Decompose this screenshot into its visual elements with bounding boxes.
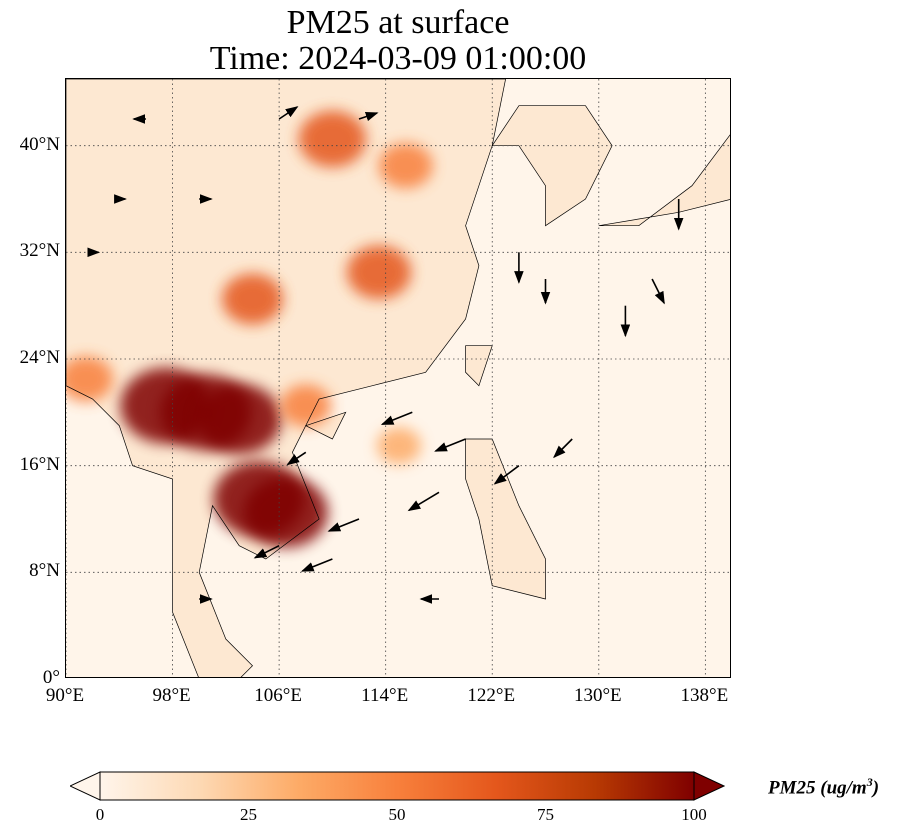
plot-title: PM25 at surface [286, 4, 510, 41]
colorbar-tick-label: 0 [95, 805, 105, 824]
land-area [465, 345, 493, 386]
pm25-hotspot [298, 110, 367, 168]
wind-arrow [253, 544, 280, 559]
wind-arrow [434, 438, 466, 452]
wind-arrow [407, 491, 440, 512]
latitude-tick-label: 24°N [19, 347, 60, 368]
longitude-tick-label: 130°E [573, 685, 622, 706]
land-area [465, 439, 546, 599]
land-area [492, 105, 613, 226]
latitude-tick-label: 0° [42, 667, 60, 688]
pm25-field [66, 79, 730, 677]
longitude-tick-label: 90°E [45, 685, 85, 706]
map-canvas [66, 79, 730, 677]
land-area [305, 412, 346, 439]
longitude-tick-label: 106°E [254, 685, 302, 706]
longitude-tick-label: 114°E [361, 685, 409, 706]
wind-arrow [327, 518, 360, 532]
longitude-tick-label: 138°E [680, 685, 729, 706]
colorbar-tick-label: 75 [537, 805, 554, 824]
map-panel [65, 78, 731, 678]
colorbar [70, 771, 725, 801]
wind-arrow [278, 106, 299, 120]
colorbar-tick-label: 50 [388, 805, 406, 824]
pm25-hotspot [243, 477, 328, 548]
longitude-tick-label: 122°E [467, 685, 516, 706]
wind-arrow [493, 465, 520, 485]
longitude-tick-label: 98°E [152, 685, 191, 706]
wind-arrow [651, 278, 665, 305]
land-area [598, 134, 730, 226]
colorbar-tick-label: 25 [240, 805, 257, 824]
plot-time: Time: 2024-03-09 01:00:00 [209, 40, 587, 77]
pm25-hotspot [66, 356, 114, 402]
coastline-layer [66, 79, 730, 677]
coastline [304, 411, 347, 440]
pm25-hotspot [280, 384, 332, 427]
wind-arrow [358, 111, 379, 122]
pm25-hotspot [378, 143, 433, 189]
wind-arrow [380, 411, 413, 426]
wind-arrow [553, 438, 573, 459]
wind-arrow [286, 451, 307, 466]
coastline [465, 345, 493, 387]
latitude-tick-label: 8°N [29, 560, 60, 582]
latitude-tick-label: 32°N [19, 240, 60, 262]
pm25-hotspot [376, 427, 422, 465]
colorbar-tick-label: 100 [681, 805, 707, 824]
colorbar-label: PM25 (ug/m3) [768, 775, 880, 799]
coastline [465, 438, 546, 600]
pm25-hotspot [197, 383, 282, 455]
colorbar-min-extend [70, 771, 101, 801]
coastline [491, 105, 613, 227]
pm25-hotspot [222, 273, 283, 325]
colorbar-max-extend [693, 771, 725, 801]
wind-vector-layer [87, 106, 684, 604]
coastline [66, 79, 506, 677]
colorbar-gradient [99, 771, 695, 801]
latitude-tick-label: 40°N [19, 133, 60, 155]
latitude-tick-label: 16°N [19, 453, 60, 475]
pm25-hotspot [346, 245, 412, 300]
land-area [66, 79, 506, 677]
wind-arrow [300, 558, 333, 572]
gridline-layer [66, 79, 730, 677]
